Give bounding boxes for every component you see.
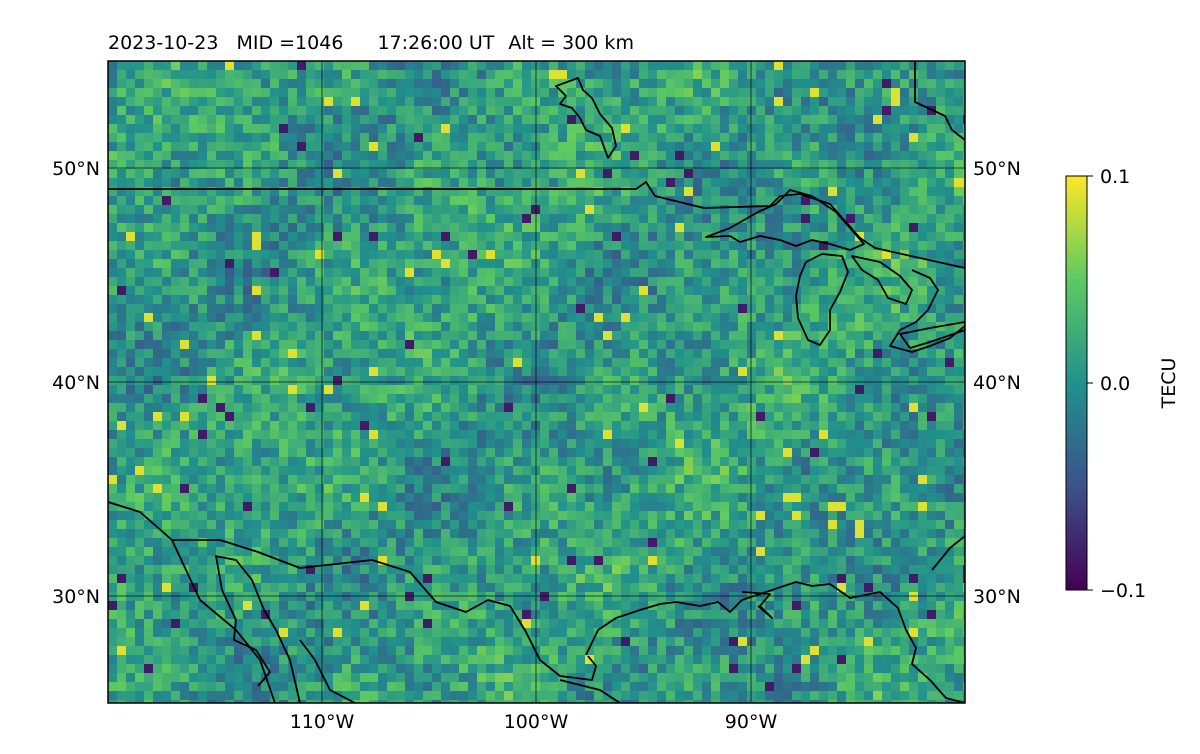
colorbar-gradient — [1066, 176, 1087, 590]
tec-field — [108, 61, 973, 710]
colorbar-tick-label-max: 0.1 — [1100, 166, 1130, 188]
map-title: 2023-10-23 MID =1046 17:26:00 UT Alt = 3… — [108, 32, 634, 54]
lat-label-40-right: 40°N — [973, 372, 1021, 394]
lat-label-50-right: 50°N — [973, 158, 1021, 180]
lon-label-110w: 110°W — [290, 711, 355, 733]
title-alt: Alt = 300 km — [508, 32, 634, 54]
title-time: 17:26:00 UT — [377, 32, 494, 54]
lat-label-30-left: 30°N — [52, 586, 100, 608]
lat-labels-right: 50°N 40°N 30°N — [973, 158, 1021, 608]
title-date: 2023-10-23 — [108, 32, 218, 54]
lon-labels: 110°W 100°W 90°W — [290, 711, 778, 733]
lat-label-40-left: 40°N — [52, 372, 100, 394]
title-mid: MID =1046 — [236, 32, 343, 54]
lon-label-90w: 90°W — [725, 711, 778, 733]
colorbar-tick-label-min: −0.1 — [1100, 580, 1146, 602]
colorbar: 0.1 0.0 −0.1 TECU — [1066, 166, 1180, 602]
colorbar-tick-label-zero: 0.0 — [1100, 373, 1130, 395]
lat-labels-left: 50°N 40°N 30°N — [52, 158, 100, 608]
lat-label-50-left: 50°N — [52, 158, 100, 180]
lat-label-30-right: 30°N — [973, 586, 1021, 608]
colorbar-label: TECU — [1158, 358, 1180, 410]
lon-label-100w: 100°W — [504, 711, 569, 733]
map-panel — [108, 61, 973, 710]
